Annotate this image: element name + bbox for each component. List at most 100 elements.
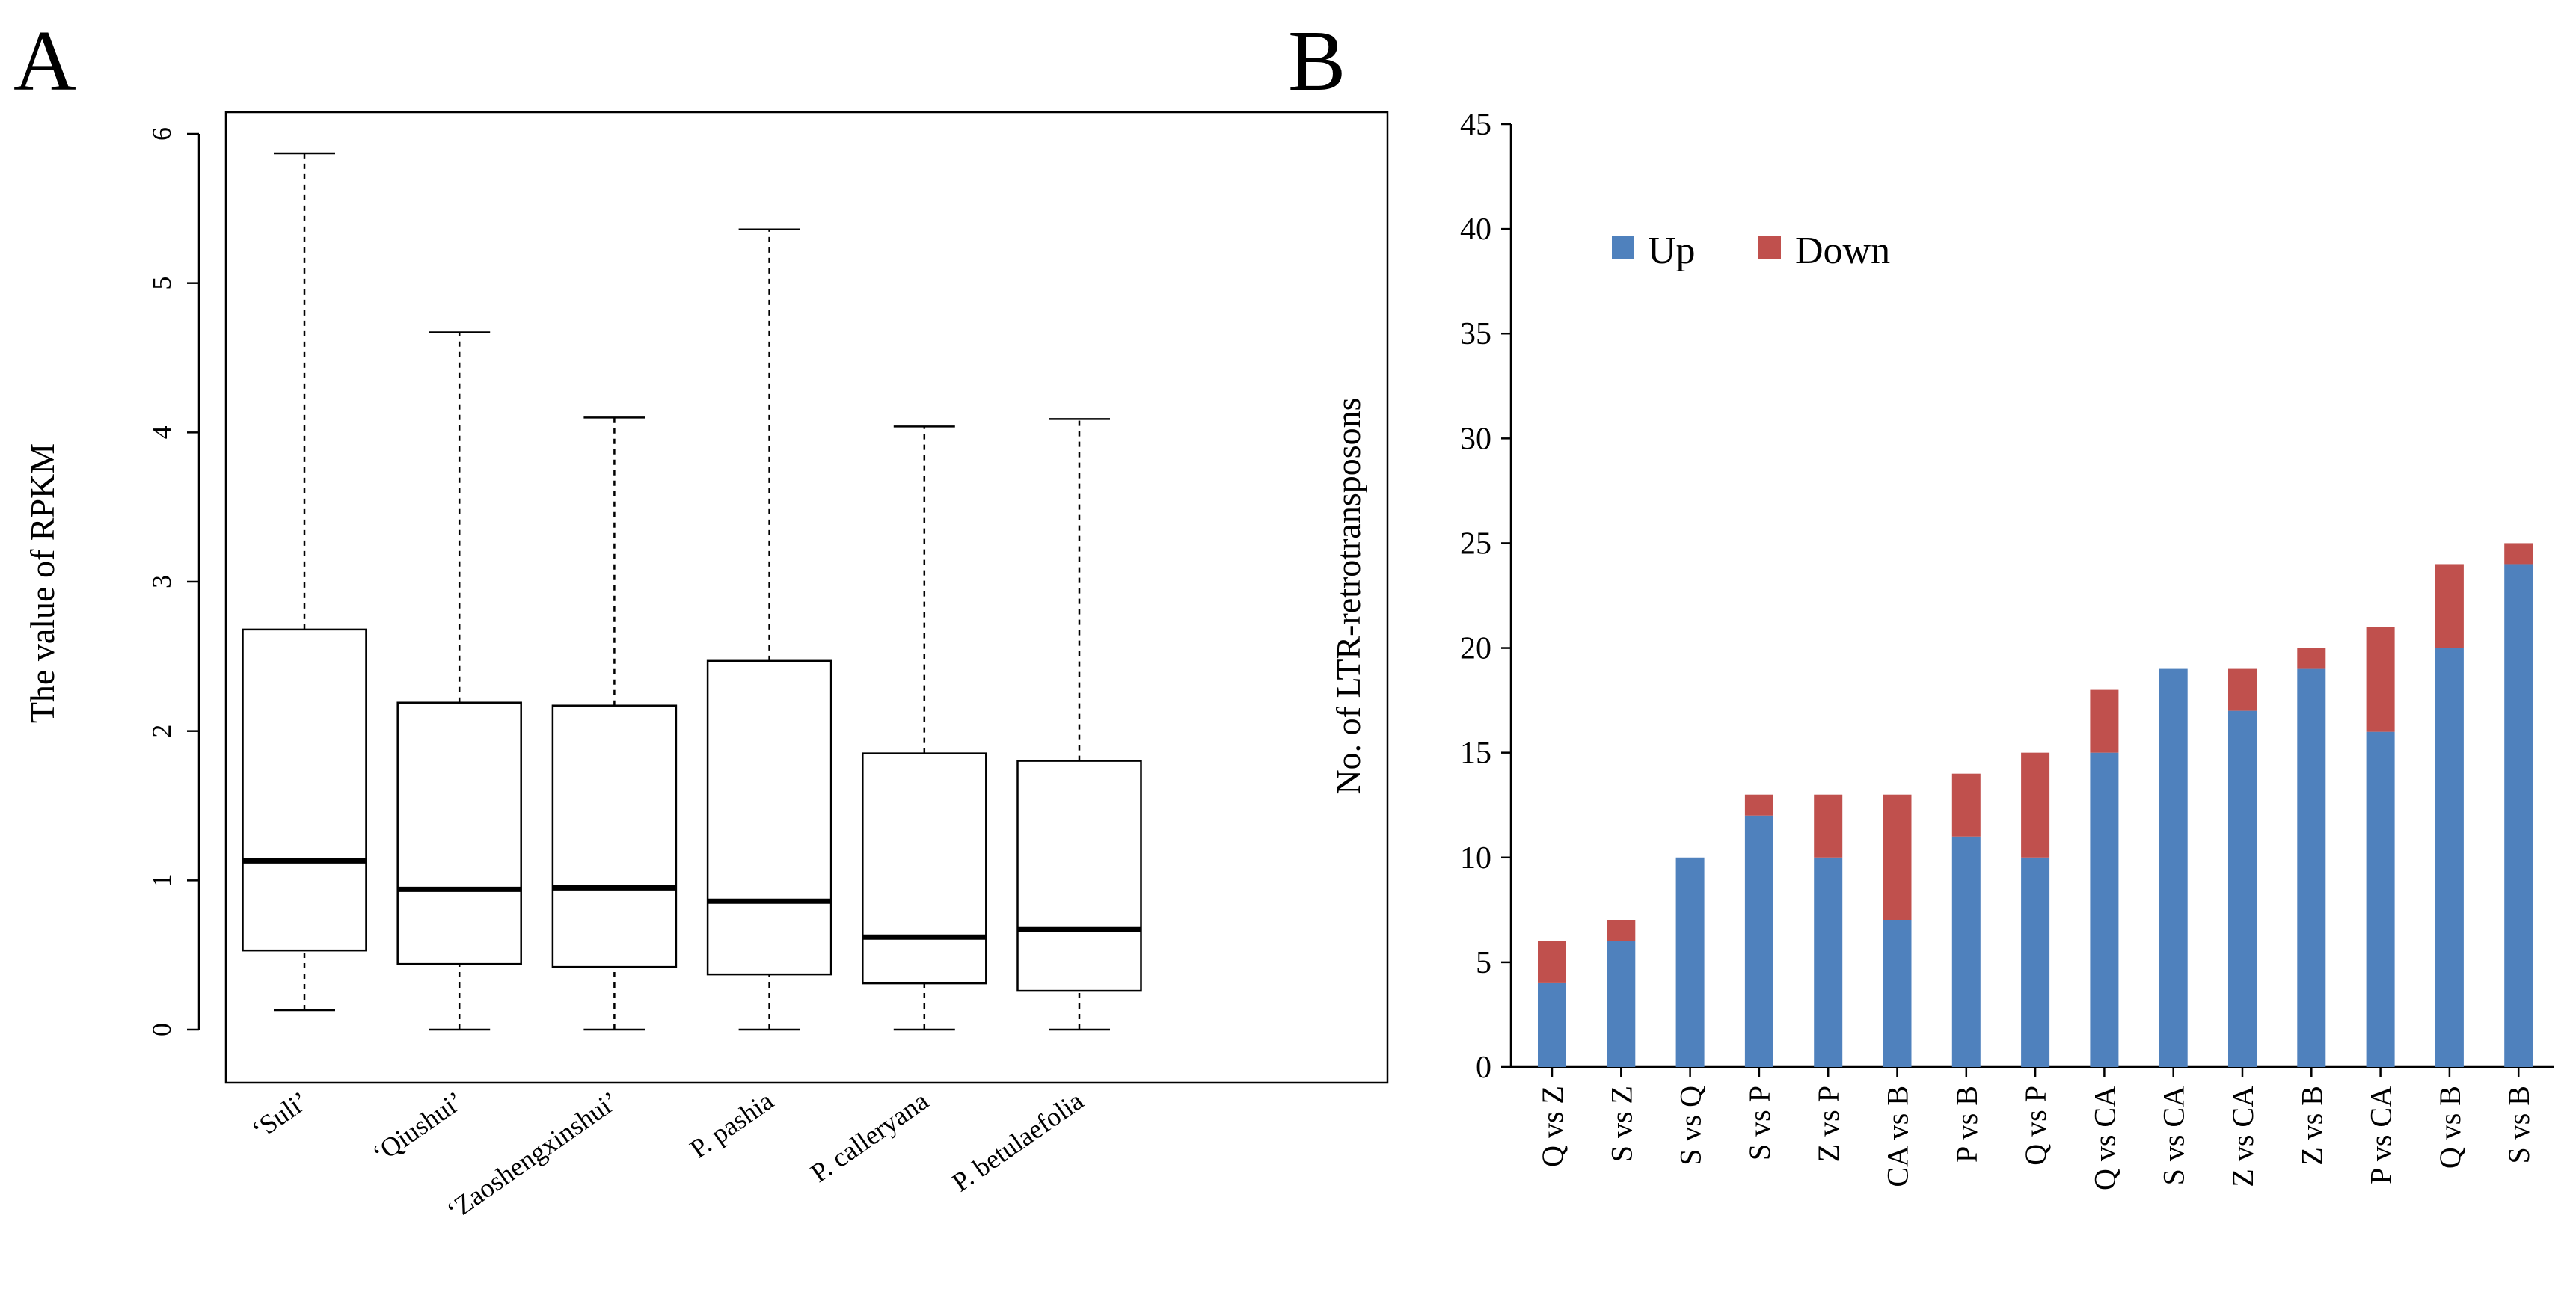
bar-up (1883, 920, 1912, 1067)
panel-b-bars (1538, 543, 2533, 1067)
y-tick-label: 15 (1460, 737, 1491, 771)
category-label: P. calleryana (805, 1086, 933, 1188)
category-label: Q vs P (2019, 1086, 2052, 1166)
bar-up (1607, 941, 1636, 1067)
box-5 (862, 425, 987, 1031)
panel-b-y-ticks: 0 5 10 15 20 25 30 35 40 45 (1460, 108, 1511, 1085)
y-tick-label: 3 (147, 575, 177, 588)
y-tick-label: 25 (1460, 526, 1491, 561)
category-label: Z vs B (2295, 1086, 2328, 1166)
bar-down (2504, 543, 2533, 565)
bar-down (1538, 941, 1566, 983)
bar-down (2090, 689, 2119, 753)
legend-swatch-down (1758, 236, 1781, 259)
y-tick-label: 5 (147, 277, 177, 290)
category-label: ‘Zaoshengxinshui’ (441, 1086, 624, 1226)
panel-b-stacked-bar-chart: 0 5 10 15 20 25 30 35 40 45 Q vs Z S vs Z S vs Q S v… (1329, 108, 2554, 1190)
panel-a-plot-frame (224, 111, 1389, 1084)
bar-down (2297, 648, 2326, 669)
category-label: Q vs B (2433, 1086, 2467, 1169)
category-label: S vs B (2502, 1086, 2536, 1164)
category-label: P vs B (1950, 1086, 1984, 1163)
category-label: S vs P (1743, 1086, 1776, 1160)
y-tick-label: 35 (1460, 317, 1491, 351)
bar-up (1951, 836, 1981, 1067)
bar-group (2366, 627, 2395, 1067)
bar-group (2090, 689, 2119, 1067)
category-label: ‘Suli’ (246, 1086, 313, 1146)
bar-up (2435, 648, 2464, 1067)
iqr-box (862, 752, 987, 985)
bar-up (1814, 857, 1843, 1067)
box-3 (551, 416, 678, 1031)
y-tick-label: 0 (1476, 1051, 1491, 1085)
legend-label-up: Up (1648, 230, 1696, 272)
bar-down (2228, 668, 2257, 711)
category-label: P. pashia (684, 1086, 779, 1164)
panel-b-legend: Up Down (1612, 230, 1890, 272)
bar-up (1675, 857, 1705, 1067)
box-2 (396, 331, 522, 1031)
bar-group (2021, 752, 2050, 1067)
category-label: P vs CA (2364, 1086, 2398, 1184)
bar-down (1951, 773, 1981, 837)
bar-group (1675, 857, 1705, 1067)
box-1 (242, 152, 367, 1012)
bar-down (2435, 564, 2464, 648)
category-label: S vs CA (2157, 1086, 2191, 1185)
bar-group (2435, 564, 2464, 1067)
category-label: Q vs Z (1536, 1086, 1569, 1167)
bar-group (2504, 543, 2533, 1067)
bar-group (1607, 920, 1636, 1067)
y-tick-label: 40 (1460, 212, 1491, 247)
bar-down (1883, 794, 1912, 920)
category-label: Z vs P (1812, 1086, 1845, 1162)
panel-b-label: B (1288, 13, 1346, 109)
panel-b-y-axis-label: No. of LTR-retrotransposons (1329, 397, 1367, 794)
panel-a-category-labels: ‘Suli’ ‘Qiushui’‘Zaoshengxinshui’ P. pashi… (246, 1086, 1088, 1226)
panel-a-y-axis-label: The value of RPKM (23, 443, 61, 723)
bar-up (1538, 982, 1566, 1067)
bar-group (1538, 941, 1566, 1067)
y-tick-label: 30 (1460, 422, 1491, 456)
bar-up (2021, 857, 2050, 1067)
panel-a-boxes (242, 152, 1142, 1031)
bar-up (2297, 668, 2326, 1067)
panel-a-boxplot: 0 1 2 3 4 5 6 ‘Suli’ ‘Qiushui’‘Zaoshengxinshui’… (23, 111, 1389, 1226)
category-label: CA vs B (1881, 1086, 1915, 1187)
bar-up (2504, 564, 2533, 1067)
panel-b-category-labels: Q vs Z S vs Z S vs Q S vs P Z vs P CA vs B P v… (1536, 1067, 2536, 1190)
y-tick-label: 6 (147, 127, 177, 141)
bar-group (1744, 794, 1773, 1067)
y-tick-label: 1 (147, 873, 177, 887)
legend-label-down: Down (1795, 230, 1890, 272)
bar-down (1744, 794, 1773, 816)
y-tick-label: 2 (147, 725, 177, 738)
iqr-box (1016, 760, 1142, 992)
y-tick-label: 4 (147, 425, 177, 439)
y-tick-label: 5 (1476, 946, 1491, 980)
bar-up (2159, 668, 2188, 1067)
panel-a-label: A (13, 13, 76, 109)
box-6 (1016, 418, 1142, 1031)
bar-group (2159, 668, 2188, 1067)
bar-up (2090, 752, 2119, 1067)
iqr-box (396, 701, 522, 965)
bar-down (1607, 920, 1636, 941)
bar-down (2366, 627, 2395, 732)
category-label: S vs Z (1604, 1086, 1638, 1162)
iqr-box (242, 628, 367, 952)
panel-a-y-ticks: 0 1 2 3 4 5 6 (147, 127, 199, 1036)
y-tick-label: 20 (1460, 632, 1491, 666)
bar-up (1744, 815, 1773, 1067)
bar-down (1814, 794, 1843, 858)
bar-up (2228, 710, 2257, 1067)
bar-down (2021, 752, 2050, 858)
y-tick-label: 10 (1460, 841, 1491, 876)
category-label: S vs Q (1674, 1086, 1708, 1166)
category-label: Z vs CA (2226, 1086, 2260, 1187)
category-label: Q vs CA (2088, 1086, 2121, 1190)
bar-up (2366, 731, 2395, 1067)
bar-group (2297, 648, 2326, 1067)
box-4 (706, 228, 832, 1031)
